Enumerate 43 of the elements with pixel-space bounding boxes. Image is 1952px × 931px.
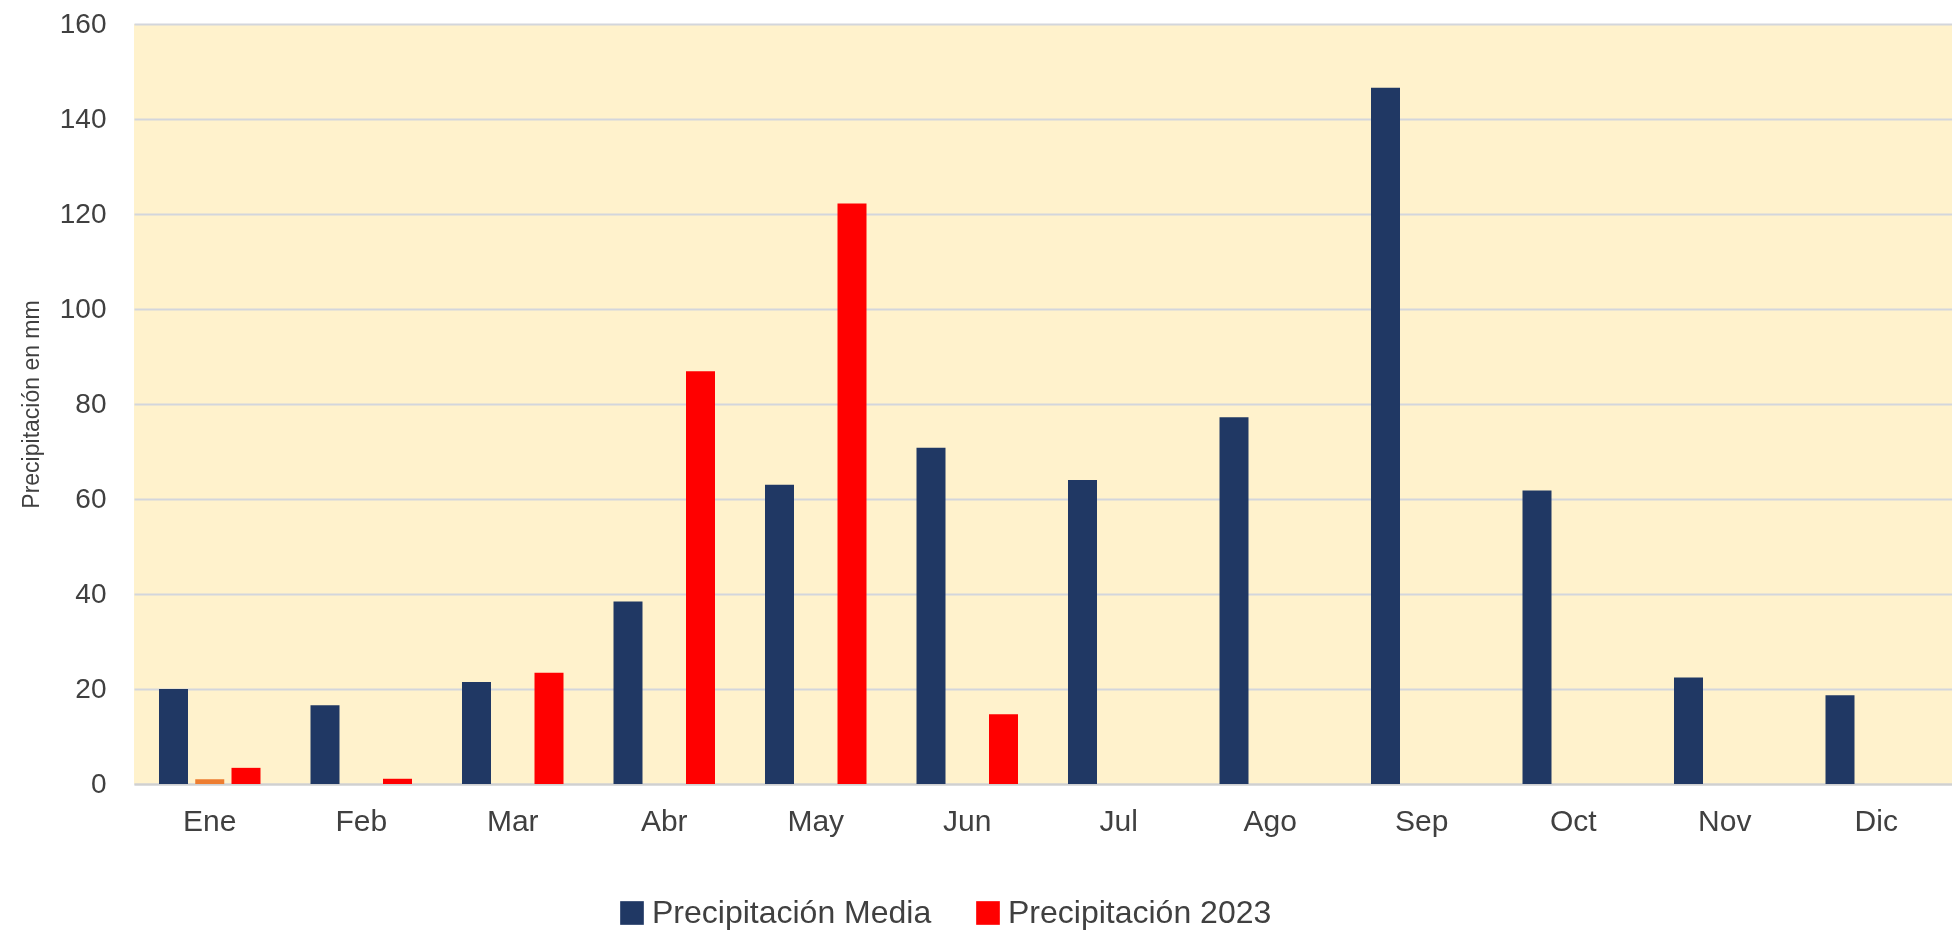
x-tick-label: Oct xyxy=(1549,803,1598,837)
x-tick-label: Sep xyxy=(1395,803,1449,837)
bar xyxy=(231,767,261,784)
bar xyxy=(686,371,715,784)
bar xyxy=(1371,87,1400,784)
x-tick-label: Jul xyxy=(1099,803,1138,837)
y-tick-label: 20 xyxy=(75,672,107,704)
x-tick-label: Ene xyxy=(183,803,237,837)
bar xyxy=(1825,695,1855,784)
bar xyxy=(159,689,188,784)
y-tick-label: 80 xyxy=(75,387,107,419)
bar xyxy=(613,601,643,784)
bar xyxy=(310,705,340,784)
y-tick-label: 40 xyxy=(75,577,107,609)
bar xyxy=(989,714,1018,784)
bar xyxy=(1522,490,1552,784)
bar xyxy=(1068,480,1097,784)
y-tick-label: 140 xyxy=(59,102,107,134)
bar xyxy=(1674,677,1703,784)
bar xyxy=(383,778,412,784)
y-tick-label: 160 xyxy=(59,7,107,39)
y-tick-label: 60 xyxy=(75,482,107,514)
y-axis-title: Precipitación en mm xyxy=(17,300,44,509)
x-tick-label: Mar xyxy=(486,803,539,837)
bar xyxy=(765,484,794,784)
y-tick-label: 0 xyxy=(90,767,107,799)
legend-label: Precipitación 2023 xyxy=(1008,894,1272,930)
y-tick-label: 120 xyxy=(59,197,107,229)
x-tick-label: Jun xyxy=(943,803,992,837)
bar xyxy=(195,779,225,784)
bar xyxy=(534,672,564,784)
legend-label: Precipitación Media xyxy=(652,894,932,930)
x-tick-label: Dic xyxy=(1854,803,1898,837)
x-tick-label: Feb xyxy=(335,803,388,837)
bar xyxy=(462,681,491,784)
x-tick-label: Nov xyxy=(1698,803,1752,837)
y-tick-label: 100 xyxy=(59,292,107,324)
x-tick-label: Abr xyxy=(640,803,688,837)
bar xyxy=(1219,417,1249,784)
bar xyxy=(916,447,946,784)
x-tick-label: Ago xyxy=(1243,803,1297,837)
bar xyxy=(837,203,867,784)
x-tick-label: May xyxy=(787,803,845,837)
